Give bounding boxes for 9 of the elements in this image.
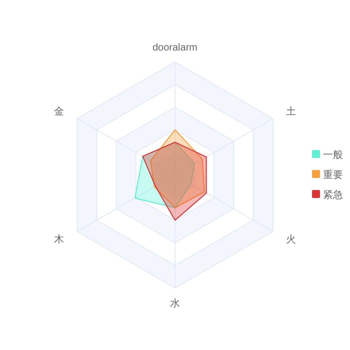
spoke-label: dooralarm — [152, 42, 198, 54]
legend-label: 一般 — [323, 150, 343, 161]
spoke-label: 金 — [54, 106, 64, 118]
legend-label: 重要 — [323, 169, 343, 181]
spoke-label: 木 — [54, 234, 64, 246]
spoke-label: 火 — [286, 234, 296, 246]
spoke-label: 土 — [286, 106, 296, 118]
spoke-label: 水 — [170, 298, 180, 310]
legend-label: 紧急 — [323, 189, 343, 201]
